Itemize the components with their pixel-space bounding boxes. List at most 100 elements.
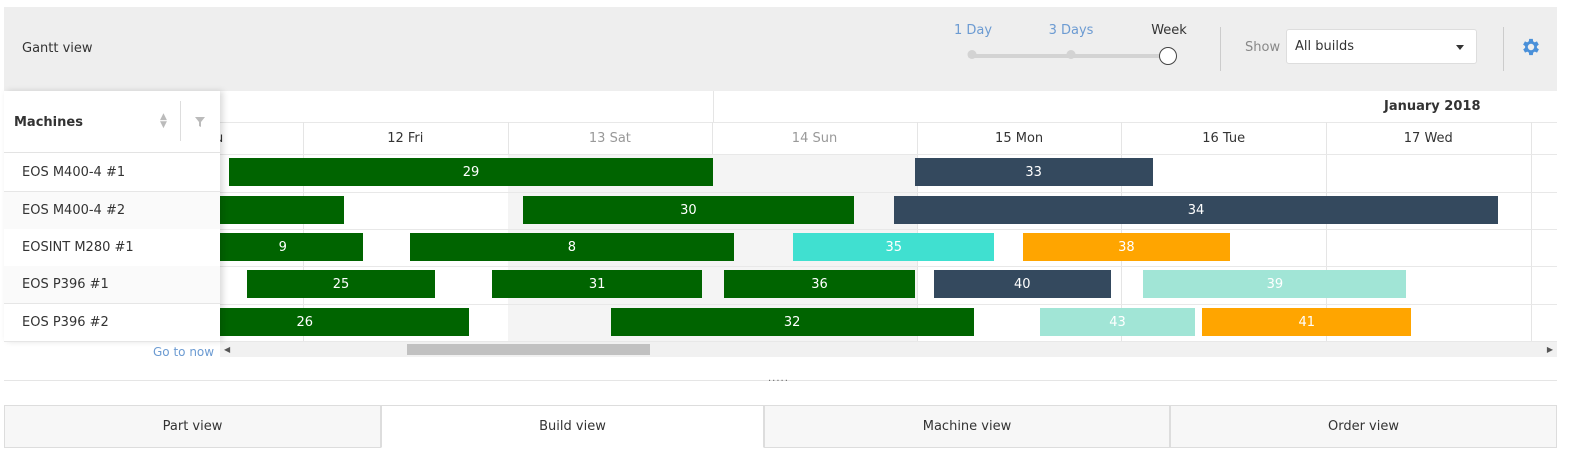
sort-icon[interactable]: ▲ ▼ <box>160 112 167 130</box>
day-label: 14 Sun <box>791 131 838 146</box>
divider <box>1220 27 1221 71</box>
build-bar[interactable]: 33 <box>914 158 1153 186</box>
day-gridline <box>1530 122 1532 341</box>
row-gridline <box>4 154 1557 155</box>
build-number: 30 <box>680 202 697 218</box>
machine-row[interactable]: EOS M400-4 #1 <box>4 154 220 192</box>
build-bar[interactable]: 29 <box>229 158 713 186</box>
build-bar[interactable]: 39 <box>1143 270 1407 298</box>
zoom-option-week[interactable]: Week <box>1151 23 1187 38</box>
scroll-right-icon[interactable]: ▶ <box>1546 345 1553 354</box>
horizontal-scrollbar[interactable]: ◀ ▶ <box>220 342 1557 357</box>
tab-label: Build view <box>539 419 606 434</box>
splitter-handle[interactable]: ····· <box>768 376 789 387</box>
row-gridline <box>4 341 1557 342</box>
build-bar[interactable]: 43 <box>1039 308 1196 336</box>
row-gridline <box>4 229 1557 230</box>
zoom-slider-stop[interactable] <box>967 50 977 59</box>
scroll-left-icon[interactable]: ◀ <box>224 345 231 354</box>
day-gridline <box>916 122 918 341</box>
day-label: 12 Fri <box>387 131 424 146</box>
build-bar[interactable]: 40 <box>933 270 1111 298</box>
day-gridline <box>1326 122 1327 341</box>
toolbar: Gantt view 1 Day 3 Days Week Show All bu… <box>4 7 1557 91</box>
chevron-down-icon <box>1456 45 1464 50</box>
build-bar[interactable]: 38 <box>1022 233 1231 261</box>
day-label: 15 Mon <box>995 131 1044 146</box>
day-label: 17 Wed <box>1403 131 1453 146</box>
build-number: 35 <box>885 239 902 255</box>
build-number: 39 <box>1266 276 1284 292</box>
machine-row[interactable]: EOS P396 #1 <box>4 266 220 304</box>
build-bar[interactable]: 8 <box>409 233 735 261</box>
build-number: 29 <box>462 164 480 180</box>
build-number: 43 <box>1109 314 1126 330</box>
machine-name: EOS M400-4 #1 <box>22 165 126 180</box>
row-gridline <box>4 266 1557 267</box>
machine-name: EOS P396 #2 <box>22 315 109 330</box>
build-bar[interactable]: 32 <box>610 308 974 336</box>
build-number: 36 <box>811 276 828 292</box>
divider <box>180 101 181 141</box>
row-gridline <box>4 304 1557 305</box>
show-select[interactable]: All builds <box>1286 29 1477 64</box>
divider <box>1503 27 1504 71</box>
build-bar[interactable]: 34 <box>894 196 1498 224</box>
zoom-option-3-days[interactable]: 3 Days <box>1048 23 1094 38</box>
build-number: 40 <box>1014 276 1031 292</box>
build-number: 38 <box>1118 239 1135 255</box>
tab-label: Machine view <box>922 419 1012 434</box>
machines-header[interactable]: Machines ▲ ▼ <box>4 91 220 153</box>
filter-icon[interactable] <box>195 117 205 127</box>
build-number: 26 <box>296 314 314 330</box>
build-number: 32 <box>783 314 801 330</box>
zoom-option-1-day[interactable]: 1 Day <box>953 23 993 38</box>
tab-build-view[interactable]: Build view <box>381 405 764 448</box>
machine-row[interactable]: EOS P396 #2 <box>4 304 220 342</box>
machine-name: EOSINT M280 #1 <box>22 240 134 255</box>
go-to-now-link[interactable]: Go to now <box>153 345 215 359</box>
build-bar[interactable]: 36 <box>723 270 916 298</box>
zoom-slider-handle[interactable] <box>1159 47 1177 65</box>
week-gridline <box>713 91 714 122</box>
build-bar[interactable]: 9 <box>202 233 363 261</box>
show-select-value: All builds <box>1295 39 1354 54</box>
build-bar[interactable]: 35 <box>793 233 995 261</box>
build-number: 31 <box>588 276 606 292</box>
build-bar[interactable]: 25 <box>246 270 436 298</box>
zoom-slider-stop[interactable] <box>1066 50 1076 59</box>
machines-header-label: Machines <box>14 115 83 130</box>
build-number: 41 <box>1298 314 1316 330</box>
day-label: 16 Tue <box>1202 131 1246 146</box>
scrollbar-thumb[interactable] <box>407 344 650 355</box>
machine-row[interactable]: EOS M400-4 #2 <box>4 192 220 230</box>
build-bar[interactable]: 31 <box>491 270 703 298</box>
tab-machine-view[interactable]: Machine view <box>764 405 1170 448</box>
row-gridline <box>4 192 1557 193</box>
divider <box>4 122 1557 123</box>
build-number: 33 <box>1025 164 1042 180</box>
day-label: 13 Sat <box>588 131 631 146</box>
machine-row[interactable]: EOSINT M280 #1 <box>4 229 220 267</box>
splitter[interactable] <box>4 380 1557 381</box>
tab-label: Order view <box>1327 419 1399 434</box>
machine-name: EOS P396 #1 <box>22 277 109 292</box>
build-number: 8 <box>567 239 577 255</box>
build-bar[interactable]: 30 <box>522 196 855 224</box>
page-title: Gantt view <box>22 41 93 56</box>
machine-name: EOS M400-4 #2 <box>22 203 126 218</box>
show-label: Show <box>1245 40 1281 55</box>
day-gridline <box>303 122 304 341</box>
build-bar[interactable]: 41 <box>1202 308 1412 336</box>
tab-part-view[interactable]: Part view <box>4 405 381 448</box>
day-gridline <box>1121 122 1123 341</box>
gear-icon[interactable] <box>1520 36 1542 58</box>
build-number: 9 <box>278 239 287 255</box>
tab-label: Part view <box>162 419 223 434</box>
machines-panel: Machines ▲ ▼ EOS M400-4 #1 EOS M400-4 #2 EO… <box>4 91 220 342</box>
month-label: January 2018 <box>1384 99 1481 114</box>
build-number: 25 <box>332 276 350 292</box>
tab-order-view[interactable]: Order view <box>1170 405 1557 448</box>
build-number: 34 <box>1187 202 1205 218</box>
